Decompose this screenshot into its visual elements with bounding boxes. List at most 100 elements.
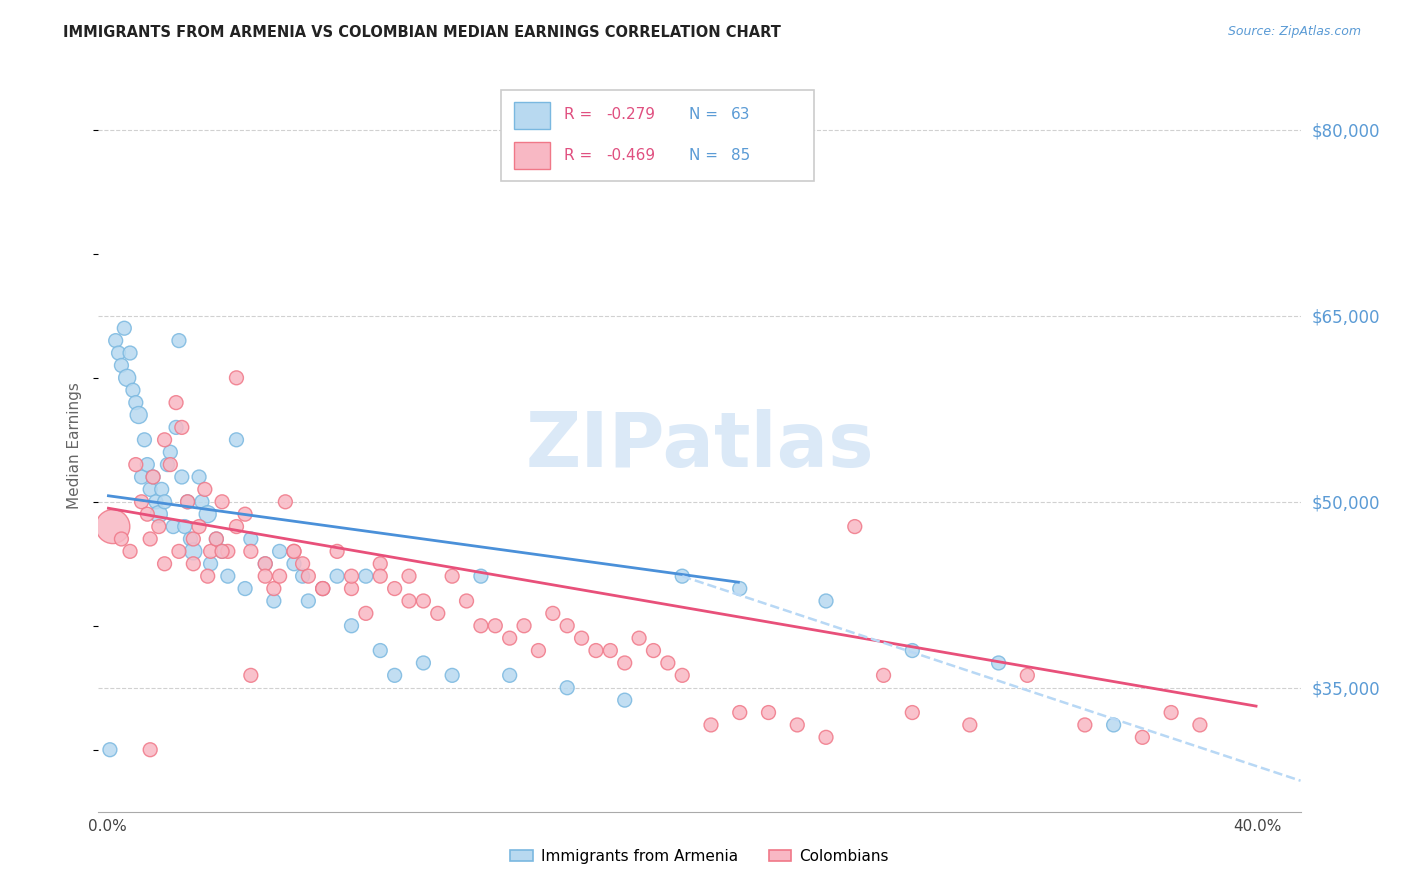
Point	[159, 445, 181, 459]
Point	[398, 569, 420, 583]
Point	[136, 507, 159, 521]
Point	[225, 433, 247, 447]
Point	[340, 582, 363, 596]
Point	[312, 582, 335, 596]
Point	[167, 544, 190, 558]
Point	[398, 594, 420, 608]
Point	[326, 569, 349, 583]
Point	[872, 668, 894, 682]
Point	[426, 607, 449, 621]
Point	[340, 569, 363, 583]
Point	[312, 582, 335, 596]
Point	[239, 532, 262, 546]
Point	[183, 557, 205, 571]
Point	[657, 656, 679, 670]
Point	[233, 507, 256, 521]
Point	[225, 371, 247, 385]
Point	[197, 569, 219, 583]
Point	[139, 483, 162, 497]
Point	[176, 495, 198, 509]
Point	[354, 607, 377, 621]
Point	[291, 557, 314, 571]
Point	[98, 743, 121, 757]
Point	[269, 569, 291, 583]
Point	[901, 643, 924, 657]
Y-axis label: Median Earnings: Median Earnings	[67, 383, 83, 509]
Point	[758, 706, 780, 720]
Point	[274, 495, 297, 509]
Point	[173, 519, 195, 533]
Point	[297, 594, 319, 608]
Point	[283, 544, 305, 558]
Point	[340, 619, 363, 633]
Point	[200, 557, 222, 571]
Point	[131, 470, 153, 484]
Point	[312, 582, 335, 596]
Point	[107, 346, 129, 360]
Point	[110, 359, 132, 373]
Point	[441, 569, 464, 583]
Point	[555, 619, 578, 633]
Point	[200, 544, 222, 558]
Point	[354, 569, 377, 583]
Point	[987, 656, 1010, 670]
Point	[125, 395, 148, 409]
Point	[254, 557, 277, 571]
Point	[188, 519, 211, 533]
Point	[194, 483, 217, 497]
Point	[814, 594, 837, 608]
Point	[197, 507, 219, 521]
Text: ZIPatlas: ZIPatlas	[526, 409, 873, 483]
Point	[205, 532, 228, 546]
Point	[263, 594, 285, 608]
Point	[728, 582, 751, 596]
Point	[844, 519, 866, 533]
Point	[541, 607, 564, 621]
Point	[786, 718, 808, 732]
Point	[368, 569, 391, 583]
Point	[643, 643, 665, 657]
Point	[153, 557, 176, 571]
Point	[139, 532, 162, 546]
Point	[122, 383, 145, 397]
Point	[599, 643, 621, 657]
Point	[384, 582, 406, 596]
Point	[412, 656, 434, 670]
Point	[148, 519, 170, 533]
Point	[112, 321, 135, 335]
Point	[269, 544, 291, 558]
Point	[120, 346, 141, 360]
Point	[1160, 706, 1182, 720]
Point	[1188, 718, 1211, 732]
Point	[104, 334, 127, 348]
Point	[441, 668, 464, 682]
Point	[700, 718, 723, 732]
Point	[150, 483, 173, 497]
Point	[153, 433, 176, 447]
Point	[384, 668, 406, 682]
Point	[239, 668, 262, 682]
Point	[628, 631, 651, 645]
Point	[571, 631, 593, 645]
Point	[470, 569, 492, 583]
Point	[136, 458, 159, 472]
Point	[159, 458, 181, 472]
Text: Source: ZipAtlas.com: Source: ZipAtlas.com	[1227, 25, 1361, 38]
Point	[283, 544, 305, 558]
Point	[297, 569, 319, 583]
Point	[183, 532, 205, 546]
Point	[115, 371, 138, 385]
Point	[156, 458, 179, 472]
Point	[254, 569, 277, 583]
Point	[142, 470, 165, 484]
Point	[176, 495, 198, 509]
Point	[225, 519, 247, 533]
Point	[125, 458, 148, 472]
Point	[165, 395, 187, 409]
Legend: Immigrants from Armenia, Colombians: Immigrants from Armenia, Colombians	[505, 843, 894, 870]
Point	[456, 594, 478, 608]
Point	[513, 619, 536, 633]
Point	[211, 544, 233, 558]
Point	[326, 544, 349, 558]
Point	[217, 544, 239, 558]
